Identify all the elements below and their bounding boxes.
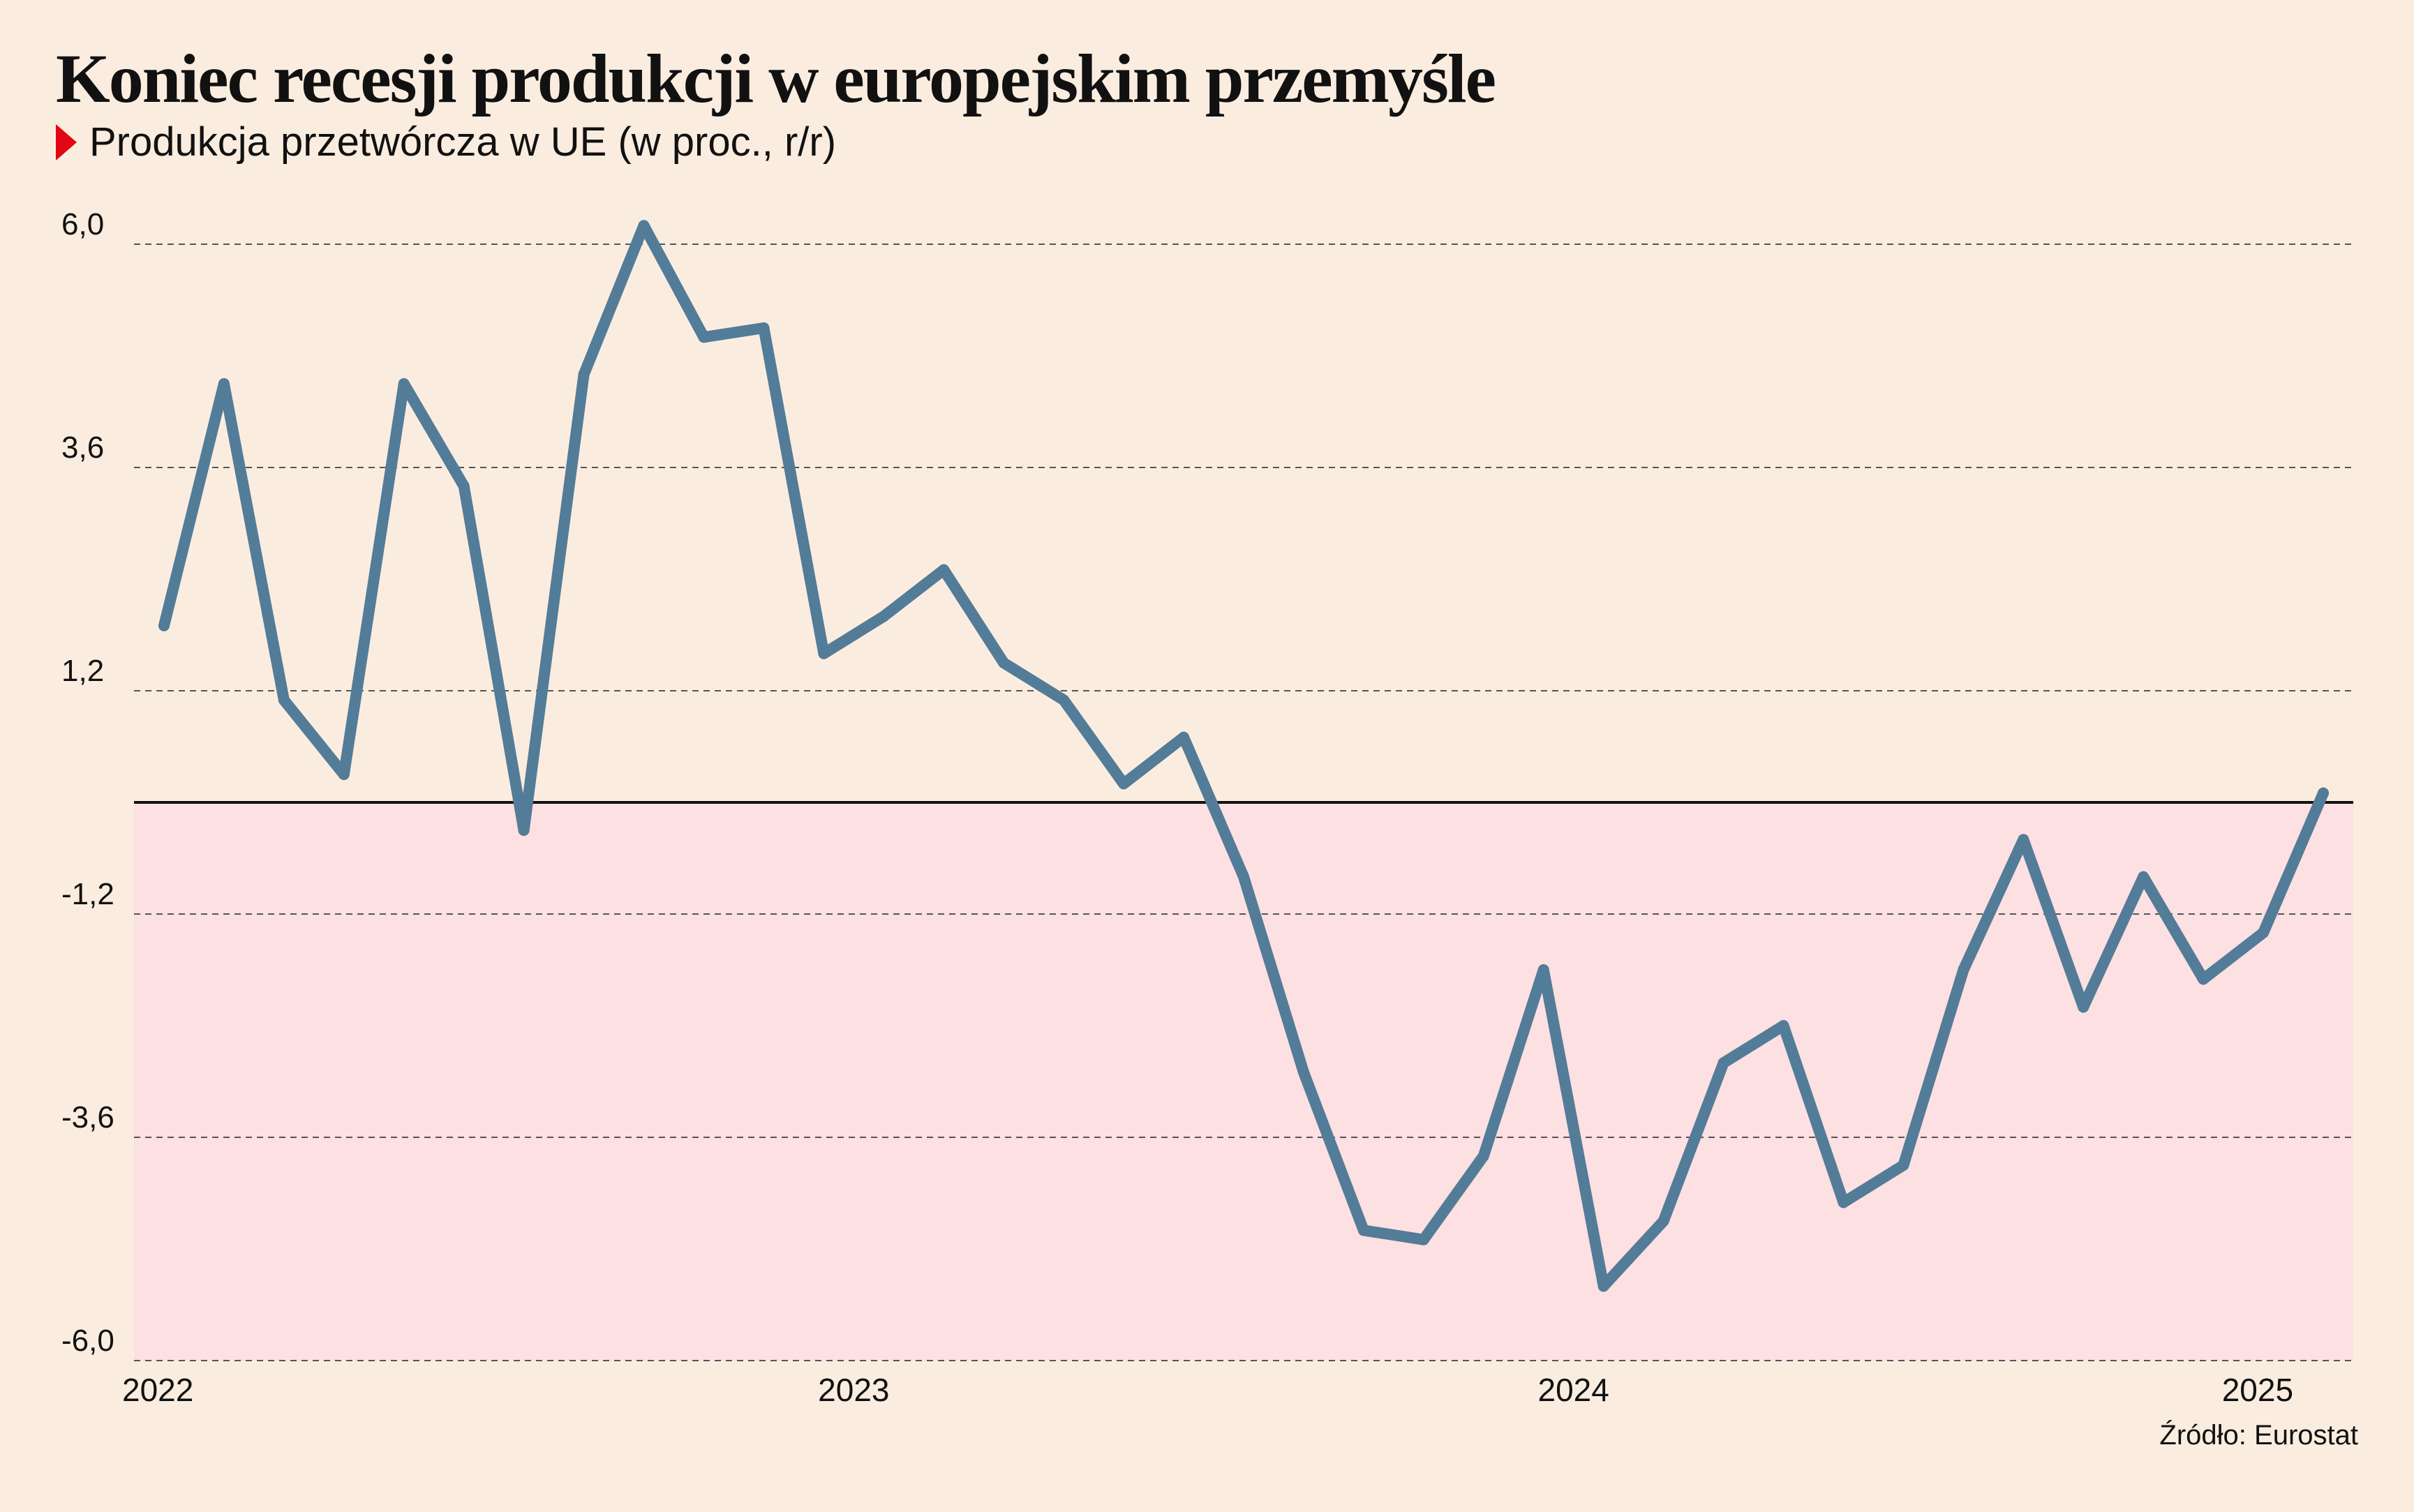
x-tick-label: 2023: [818, 1372, 889, 1408]
source-note: Źródło: Eurostat: [2159, 1420, 2358, 1451]
data-point: [1357, 1225, 1369, 1236]
data-point: [2318, 787, 2330, 799]
data-point: [1537, 964, 1549, 975]
data-point: [818, 648, 830, 659]
data-point: [338, 769, 350, 780]
data-point: [638, 220, 650, 232]
data-point: [998, 657, 1010, 668]
x-tick-label: 2024: [1538, 1372, 1609, 1408]
data-point: [2138, 871, 2149, 883]
data-point: [938, 564, 950, 576]
data-point: [2078, 1001, 2089, 1013]
x-tick-label: 2022: [122, 1372, 193, 1408]
data-point: [1718, 1057, 1729, 1069]
y-tick-label: -1,2: [61, 877, 114, 911]
data-point: [1958, 964, 1969, 975]
data-point: [2018, 834, 2029, 846]
data-point: [1778, 1020, 1789, 1031]
x-tick-label: 2025: [2222, 1372, 2293, 1408]
data-point: [218, 378, 230, 389]
data-point: [2198, 973, 2210, 985]
data-point: [2258, 927, 2270, 938]
data-point: [878, 611, 890, 622]
data-point: [458, 480, 470, 492]
triangle-marker-icon: [56, 123, 77, 160]
y-tick-label: 3,6: [61, 431, 104, 465]
data-point: [1118, 778, 1130, 790]
subtitle-text: Produkcja przetwórcza w UE (w proc., r/r…: [89, 119, 837, 165]
y-axis-ticks: 6,0 3,6 1,2 -1,2 -3,6 -6,0: [61, 207, 114, 1358]
y-tick-label: 1,2: [61, 654, 104, 688]
data-point: [1477, 1150, 1489, 1162]
data-point: [1297, 1066, 1309, 1078]
data-point: [1238, 871, 1249, 883]
data-point: [158, 620, 170, 631]
chart-subtitle: Produkcja przetwórcza w UE (w proc., r/r…: [56, 119, 836, 165]
y-tick-label: 6,0: [61, 207, 104, 241]
y-tick-label: -6,0: [61, 1324, 114, 1358]
data-point: [578, 368, 590, 380]
data-point: [398, 378, 410, 389]
y-tick-label: -3,6: [61, 1100, 114, 1135]
data-point: [758, 322, 770, 334]
data-point: [1898, 1160, 1909, 1171]
series-group: [158, 220, 2330, 1292]
data-point: [1838, 1197, 1849, 1208]
data-point: [1058, 694, 1070, 706]
data-point: [278, 694, 290, 706]
data-point: [1417, 1234, 1429, 1245]
data-point: [1657, 1215, 1669, 1227]
chart-title: Koniec recesji produkcji w europejskim p…: [56, 40, 1496, 117]
x-axis-ticks: 2022 2023 2024 2025: [122, 1372, 2293, 1408]
data-point: [518, 825, 530, 836]
data-point: [698, 331, 710, 343]
data-point: [1597, 1280, 1609, 1292]
data-point: [1178, 731, 1190, 743]
